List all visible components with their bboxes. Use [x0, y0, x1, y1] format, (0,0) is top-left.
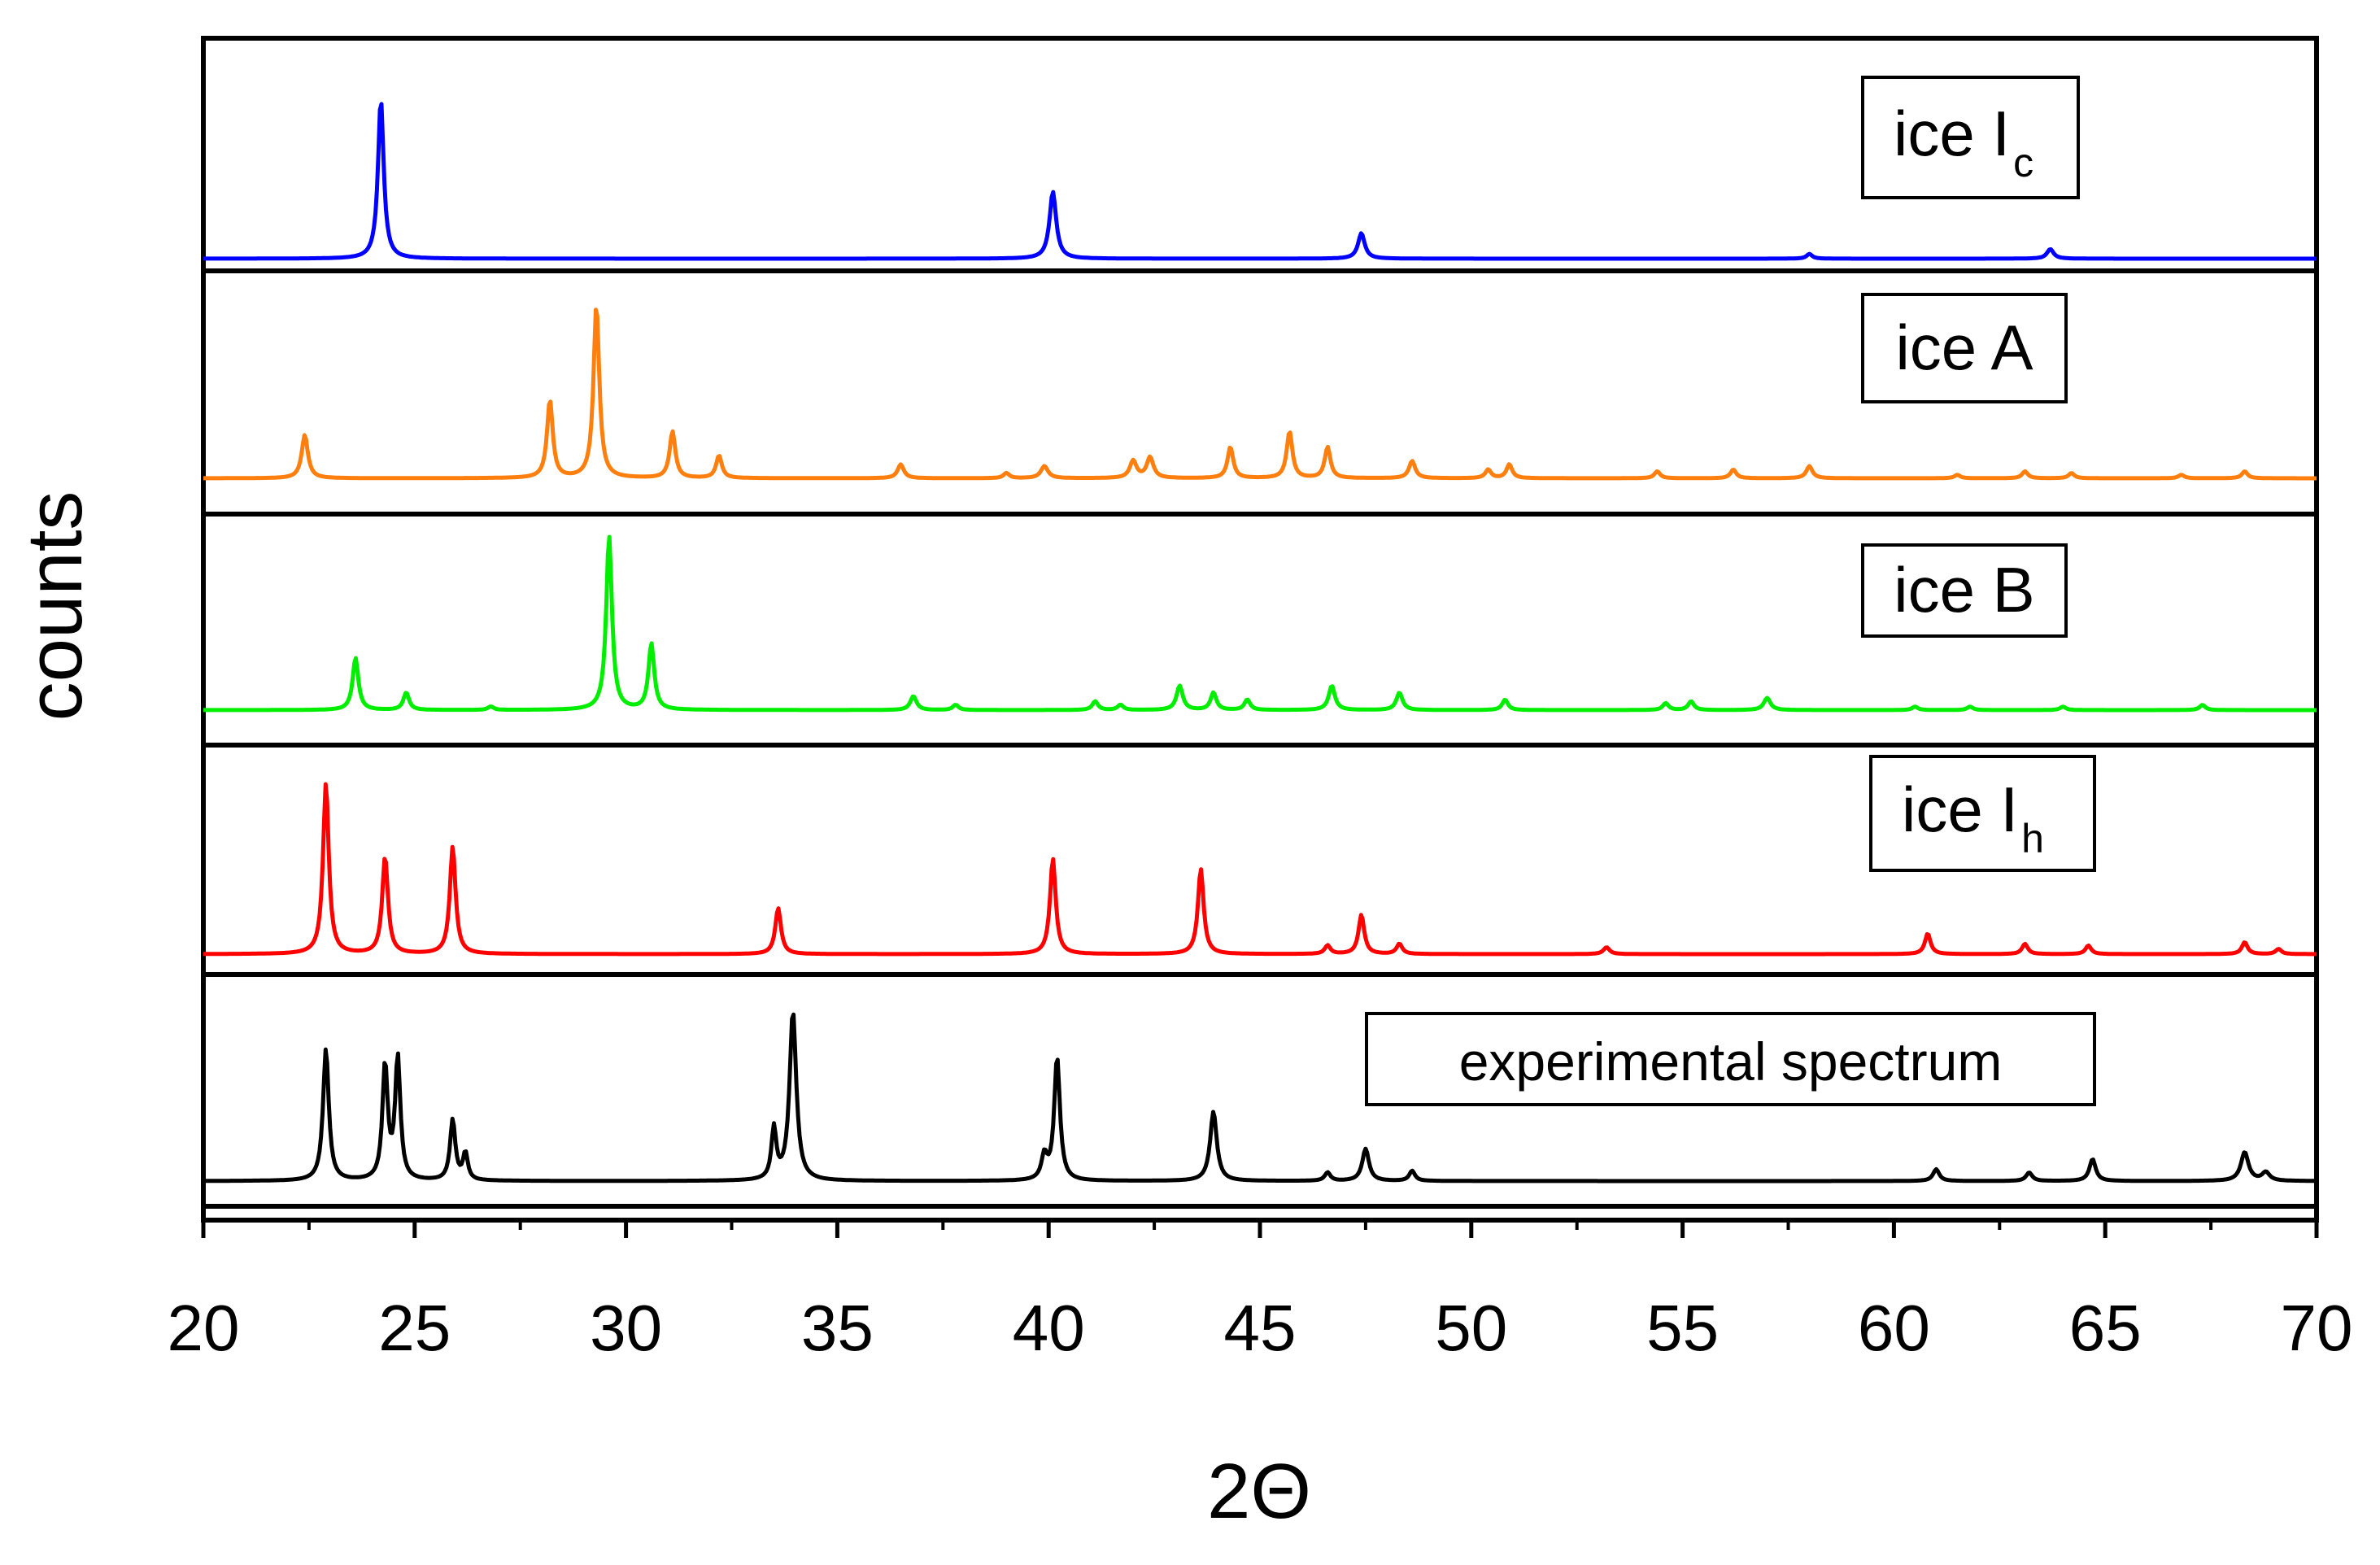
- x-tick-label-65: 65: [2069, 1292, 2142, 1364]
- legend-box-ice-a: [1861, 293, 2068, 403]
- series-line-ice-ic: [203, 102, 2317, 261]
- series-line-ice-ih: [203, 782, 2317, 957]
- x-tick-label-55: 55: [1646, 1292, 1719, 1364]
- legend-label-ice-b: ice B: [1894, 554, 2034, 626]
- x-tick-label-25: 25: [378, 1292, 451, 1364]
- series-line-ice-b: [203, 534, 2317, 713]
- legend-label-ice-ic: ice I: [1894, 98, 2010, 169]
- legend-label-experimental-spectrum: experimental spectrum: [1459, 1031, 2003, 1092]
- x-tick-label-50: 50: [1435, 1292, 1507, 1364]
- y-axis-title: counts: [11, 491, 98, 721]
- x-tick-label-20: 20: [168, 1292, 240, 1364]
- x-axis-title: 2Θ: [1207, 1448, 1311, 1535]
- x-tick-label-45: 45: [1224, 1292, 1297, 1364]
- x-tick-label-35: 35: [801, 1292, 874, 1364]
- legend-label-ice-a: ice A: [1895, 312, 2033, 383]
- legend-box-ice-ih: [1869, 755, 2096, 872]
- x-tick-label-60: 60: [1858, 1292, 1930, 1364]
- legend-subscript-ice-ih: h: [2021, 816, 2044, 861]
- legend-box-ice-b: [1861, 543, 2068, 638]
- legend-subscript-ice-ic: c: [2013, 140, 2033, 185]
- legend-label-ice-ih: ice I: [1902, 774, 2018, 845]
- series-line-experimental-spectrum: [203, 1012, 2317, 1184]
- series-line-ice-a: [203, 307, 2317, 481]
- legend-box-experimental-spectrum: [1365, 1012, 2096, 1106]
- panel-ice-a: ice A: [201, 268, 2319, 517]
- x-axis: 20 25 30 35 40 45 50 55 60 65 70: [168, 1204, 2353, 1364]
- x-tick-label-30: 30: [590, 1292, 662, 1364]
- x-tick-label-40: 40: [1013, 1292, 1085, 1364]
- panel-experimental-spectrum: experimental spectrum: [201, 972, 2319, 1209]
- legend-box-ice-ic: [1861, 76, 2080, 199]
- x-tick-label-70: 70: [2281, 1292, 2353, 1364]
